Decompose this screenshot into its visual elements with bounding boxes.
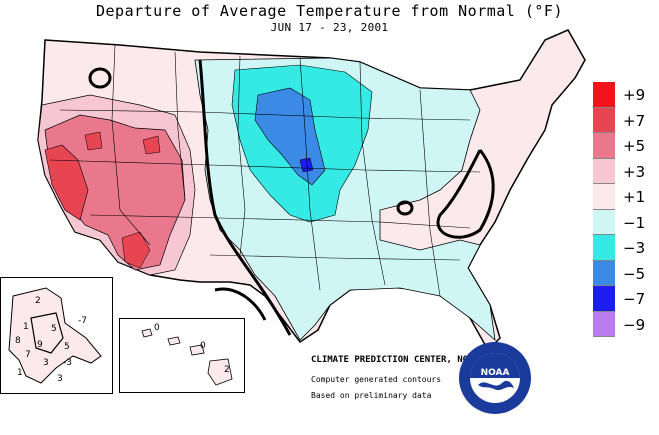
alaska-inset: 2 1 5 -7 8 9 5 7 3 -3 1 3 bbox=[0, 277, 113, 394]
alaska-label: 8 bbox=[15, 336, 21, 346]
state-boundaries bbox=[49, 44, 481, 297]
legend-swatch bbox=[593, 260, 615, 286]
alaska-label: 2 bbox=[35, 296, 41, 306]
legend-label: +3 bbox=[623, 162, 646, 181]
legend-label: −3 bbox=[623, 239, 646, 257]
credit-center: CLIMATE PREDICTION CENTER, NOAA bbox=[311, 355, 479, 365]
legend-label: −9 bbox=[623, 315, 646, 334]
alaska-label: 1 bbox=[23, 322, 29, 332]
zero-contour-south-texas bbox=[214, 287, 267, 321]
zero-contour-east bbox=[436, 149, 495, 239]
alaska-label: -7 bbox=[78, 316, 87, 326]
hawaii-map bbox=[141, 328, 233, 386]
legend-swatch bbox=[593, 235, 615, 261]
legend-row: −9 bbox=[593, 311, 657, 337]
noaa-bird-icon bbox=[478, 380, 514, 391]
warm-anomaly-strong bbox=[44, 144, 89, 221]
hawaii-label: 0 bbox=[200, 341, 206, 351]
warm-pocket-rockies bbox=[142, 135, 161, 155]
legend-swatch bbox=[593, 158, 615, 184]
noaa-logo: NOAA bbox=[459, 342, 531, 414]
legend-label: +1 bbox=[623, 188, 646, 206]
legend-swatch bbox=[593, 107, 615, 133]
legend-row: +9 bbox=[593, 82, 657, 108]
zero-contour-midwest-loop bbox=[396, 200, 414, 216]
alaska-label: -3 bbox=[63, 358, 72, 368]
color-legend: +9 +7 +5 +3 +1 −1 −3 −5 −7 −9 bbox=[593, 82, 657, 337]
alaska-map bbox=[8, 287, 102, 384]
legend-label: −7 bbox=[623, 290, 646, 308]
hawaii-label: 2 bbox=[224, 365, 230, 375]
credit-data: Based on preliminary data bbox=[311, 391, 432, 400]
zero-contour-central bbox=[198, 59, 292, 336]
warm-pocket-west bbox=[84, 131, 103, 151]
alaska-label: 5 bbox=[51, 324, 57, 334]
alaska-label: 3 bbox=[43, 358, 49, 368]
legend-swatch bbox=[593, 286, 615, 312]
alaska-label: 7 bbox=[25, 350, 31, 360]
legend-row: −1 bbox=[593, 209, 657, 235]
credit-contours: Computer generated contours bbox=[311, 375, 442, 384]
noaa-logo-text: NOAA bbox=[481, 368, 510, 378]
legend-swatch bbox=[593, 82, 615, 108]
alaska-label: 5 bbox=[64, 342, 70, 352]
legend-swatch bbox=[593, 311, 615, 337]
legend-label: −5 bbox=[623, 264, 646, 283]
legend-swatch bbox=[593, 209, 615, 235]
alaska-label: 9 bbox=[37, 340, 43, 350]
legend-swatch bbox=[593, 184, 615, 210]
legend-row: −7 bbox=[593, 286, 657, 312]
hawaii-label: 0 bbox=[154, 323, 160, 333]
legend-label: +9 bbox=[623, 86, 646, 104]
legend-label: +7 bbox=[623, 111, 646, 130]
legend-row: −3 bbox=[593, 235, 657, 261]
alaska-label: 1 bbox=[17, 368, 23, 378]
map-title: Departure of Average Temperature from No… bbox=[95, 2, 563, 20]
legend-label: +5 bbox=[623, 137, 646, 155]
legend-row: −5 bbox=[593, 260, 657, 286]
hawaii-inset: 0 0 2 bbox=[119, 318, 245, 393]
legend-row: +1 bbox=[593, 184, 657, 210]
warm-pocket-southwest bbox=[121, 231, 151, 269]
date-range: JUN 17 - 23, 2001 bbox=[270, 21, 389, 34]
alaska-label: 3 bbox=[57, 374, 63, 384]
zero-contour-northwest-loop bbox=[88, 67, 112, 89]
legend-row: +3 bbox=[593, 158, 657, 184]
legend-row: +7 bbox=[593, 107, 657, 133]
legend-swatch bbox=[593, 133, 615, 159]
legend-label: −1 bbox=[623, 213, 646, 232]
legend-row: +5 bbox=[593, 133, 657, 159]
